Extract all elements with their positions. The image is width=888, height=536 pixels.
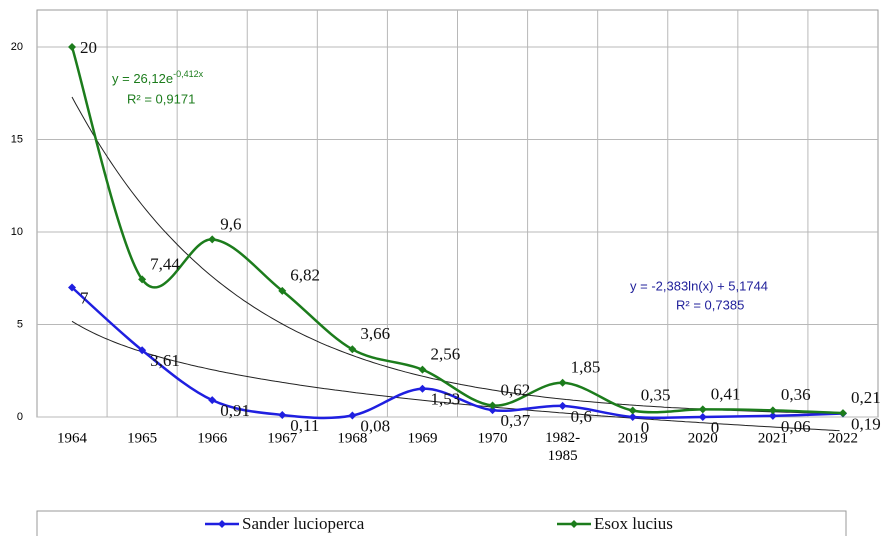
y-tick-label: 10 <box>11 226 23 238</box>
marker <box>278 410 287 419</box>
data-label: 0,6 <box>571 407 592 426</box>
y-tick-label: 0 <box>17 411 23 423</box>
marker <box>418 365 427 374</box>
data-label: 7,44 <box>150 254 180 273</box>
data-label: 0,41 <box>711 384 741 403</box>
legend-marker <box>570 520 578 528</box>
data-label: 0,62 <box>501 380 531 399</box>
marker <box>838 409 847 418</box>
marker <box>698 413 707 421</box>
x-tick-label: 2020 <box>688 430 718 446</box>
x-tick-label: 1968 <box>337 430 367 446</box>
marker <box>698 405 707 414</box>
x-tick-label: 1964 <box>57 430 88 446</box>
legend <box>36 510 847 536</box>
marker <box>68 43 77 51</box>
data-label: 3,61 <box>150 351 180 370</box>
data-label: 3,66 <box>360 324 390 343</box>
marker <box>558 378 567 387</box>
data-label: 0,19 <box>851 414 881 433</box>
trend-equation-base: y = 26,12e <box>112 71 173 86</box>
data-label: 9,6 <box>220 214 241 233</box>
data-label: 0,11 <box>290 416 319 435</box>
marker <box>768 411 777 420</box>
data-label: 0,08 <box>360 416 390 435</box>
marker <box>488 406 497 415</box>
data-label: 1,53 <box>430 390 460 409</box>
x-tick-label: 1969 <box>407 430 437 446</box>
marker <box>208 235 217 244</box>
data-label: 0,06 <box>781 417 811 436</box>
marker <box>278 286 287 295</box>
legend-marker <box>218 520 226 528</box>
data-label: 1,85 <box>571 358 601 377</box>
data-label: 0 <box>711 418 720 437</box>
trend-equation: y = -2,383ln(x) + 5,1744 <box>630 278 768 293</box>
x-tick-label-line: 1985 <box>548 448 578 464</box>
marker <box>208 396 217 405</box>
trend-equation-exponent: -0,412x <box>173 69 204 79</box>
marker <box>348 411 357 420</box>
trend-equation: y = 26,12e-0,412x <box>112 69 204 86</box>
data-label: 6,82 <box>290 266 320 285</box>
data-label: 7 <box>80 288 89 307</box>
marker <box>558 401 567 410</box>
marker <box>138 346 147 355</box>
marker <box>68 283 77 292</box>
x-tick-label: 1966 <box>197 430 228 446</box>
data-label: 2,56 <box>430 345 460 364</box>
data-label: 20 <box>80 38 97 57</box>
x-tick-label: 1967 <box>267 430 298 446</box>
marker <box>418 384 427 393</box>
data-label: 0,36 <box>781 385 811 404</box>
data-label: 0,21 <box>851 388 881 407</box>
trend-r2: R² = 0,7385 <box>676 297 744 312</box>
x-tick-label: 1982- 1985 <box>545 430 580 464</box>
marker <box>348 345 357 354</box>
x-tick-label: 1970 <box>478 430 508 446</box>
y-tick-label: 20 <box>11 41 23 53</box>
marker <box>488 401 497 410</box>
data-label: 0 <box>641 418 650 437</box>
marker <box>768 406 777 415</box>
y-tick-label: 5 <box>17 318 23 330</box>
trend-r2: R² = 0,9171 <box>127 91 195 106</box>
data-label: 0,35 <box>641 385 671 404</box>
data-label: 0,91 <box>220 401 250 420</box>
marker <box>628 406 637 415</box>
x-tick-label: 2019 <box>618 430 648 446</box>
data-label: 0,37 <box>501 411 531 430</box>
x-tick-label: 1965 <box>127 430 157 446</box>
marker <box>138 275 147 284</box>
x-tick-label-line: 1982- <box>545 430 580 446</box>
legend-label: Sander lucioperca <box>242 514 365 533</box>
y-tick-label: 15 <box>11 133 23 145</box>
x-tick-label: 2021 <box>758 430 788 446</box>
marker <box>628 413 637 421</box>
legend-label: Esox lucius <box>594 514 673 533</box>
x-tick-label: 2022 <box>828 430 858 446</box>
trendline <box>71 320 840 432</box>
